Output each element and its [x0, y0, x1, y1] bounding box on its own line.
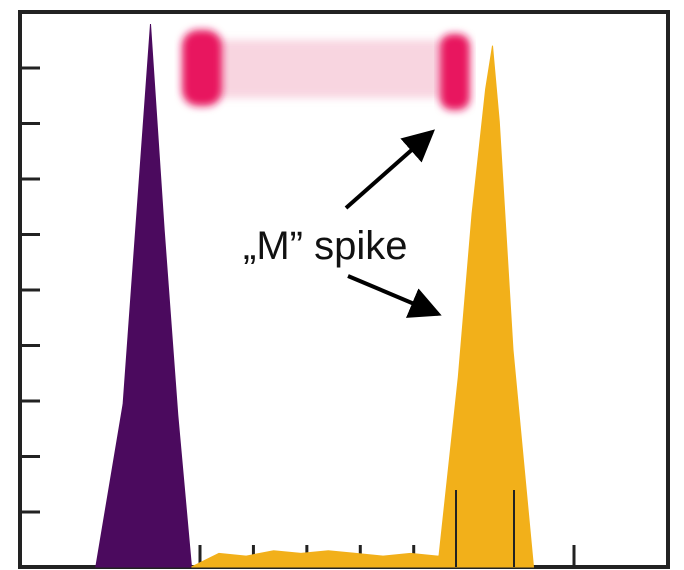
gel-smear [205, 40, 445, 98]
annotation-label: „M” spike [243, 224, 407, 268]
gel-band-right [440, 34, 470, 110]
gel-band-left [182, 30, 222, 106]
peak-markers [455, 490, 515, 567]
m-spike-annotation: „M” spike [243, 129, 442, 318]
y-axis-ticks [20, 66, 40, 514]
arrow-to-gel-band [344, 129, 435, 210]
series-area-2 [437, 45, 535, 568]
series-layer [95, 23, 535, 568]
series-area-0 [95, 23, 193, 568]
gel-strip-image [182, 30, 470, 110]
arrow-to-peak [347, 274, 442, 318]
